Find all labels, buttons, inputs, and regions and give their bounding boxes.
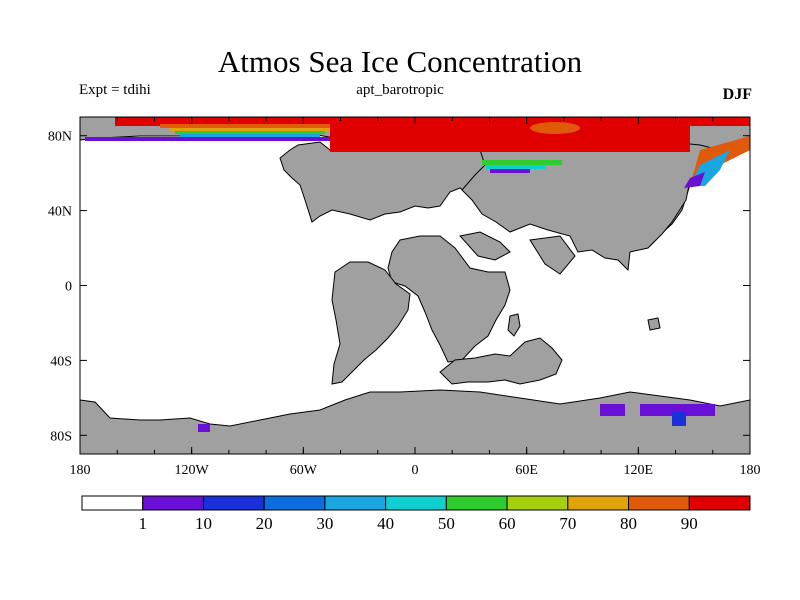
run-label: apt_barotropic <box>356 82 444 98</box>
colorbar-label: 50 <box>438 514 455 533</box>
colorbar-label: 1 <box>138 514 147 533</box>
ice-gradient-5 <box>85 137 330 141</box>
colorbar-label: 30 <box>316 514 333 533</box>
ice-barents-2 <box>486 165 546 169</box>
ice-barents-1 <box>482 160 562 165</box>
land-australia <box>439 337 563 385</box>
colorbar-label: 20 <box>256 514 273 533</box>
colorbar-swatch <box>385 495 447 511</box>
x-tick-label: 180 <box>70 463 91 478</box>
land-madagascar <box>507 313 521 337</box>
land-south-america <box>331 261 411 385</box>
colorbar-swatch <box>688 495 751 511</box>
season-label: DJF <box>722 86 752 103</box>
x-tick-label: 180 <box>740 463 761 478</box>
land-africa <box>387 235 511 363</box>
colorbar-swatch <box>324 495 387 511</box>
colorbar-label: 80 <box>620 514 637 533</box>
sea-ice-field <box>85 117 750 432</box>
ice-bering-3 <box>684 172 705 188</box>
colorbar-swatch <box>567 495 630 511</box>
land-small-island <box>647 317 661 331</box>
ice-barents-3 <box>490 169 530 173</box>
land-arabia-india <box>459 231 576 275</box>
ice-antarctic-4 <box>198 424 210 432</box>
colorbar-swatch <box>628 495 690 511</box>
ice-antarctic-1 <box>600 404 625 416</box>
x-tick-label: 120E <box>624 463 654 478</box>
ice-gradient-4 <box>180 134 320 137</box>
colorbar-swatch <box>81 495 144 511</box>
colorbar-swatch <box>506 495 569 511</box>
colorbar-label: 60 <box>499 514 516 533</box>
x-tick-label: 60E <box>515 463 538 478</box>
ice-gradient-2 <box>170 128 330 131</box>
ice-gradient-3 <box>175 131 325 134</box>
y-tick-label: 40N <box>48 205 72 220</box>
colorbar-swatch <box>142 495 204 511</box>
plot-title: Atmos Sea Ice Concentration <box>217 44 583 79</box>
y-tick-label: 40S <box>50 354 72 369</box>
x-tick-label: 60W <box>290 463 318 478</box>
experiment-label: Expt = tdihi <box>79 82 151 98</box>
ice-gradient-1 <box>160 124 330 128</box>
y-tick-label: 0 <box>65 280 72 295</box>
y-tick-label: 80S <box>50 429 72 444</box>
map-panel <box>80 117 750 454</box>
colorbar-label: 40 <box>377 514 394 533</box>
colorbar-label: 70 <box>559 514 576 533</box>
ice-antarctic-3 <box>672 412 686 426</box>
colorbar: 1 10 20 30 40 50 60 70 80 90 <box>81 495 751 533</box>
colorbar-swatch <box>202 495 265 511</box>
colorbar-swatch <box>445 495 508 511</box>
x-axis-ticks: 180 120W 60W 0 60E 120E 180 <box>70 117 761 478</box>
ice-arctic-patch <box>530 122 580 134</box>
colorbar-label: 90 <box>681 514 698 533</box>
colorbar-swatch <box>263 495 326 511</box>
ice-antarctic-2 <box>640 404 715 416</box>
x-tick-label: 120W <box>175 463 210 478</box>
y-axis-ticks: 80N 40N 0 40S 80S <box>48 130 750 444</box>
ice-arctic-core <box>330 117 690 152</box>
x-tick-label: 0 <box>412 463 419 478</box>
y-tick-label: 80N <box>48 130 72 145</box>
colorbar-label: 10 <box>195 514 212 533</box>
